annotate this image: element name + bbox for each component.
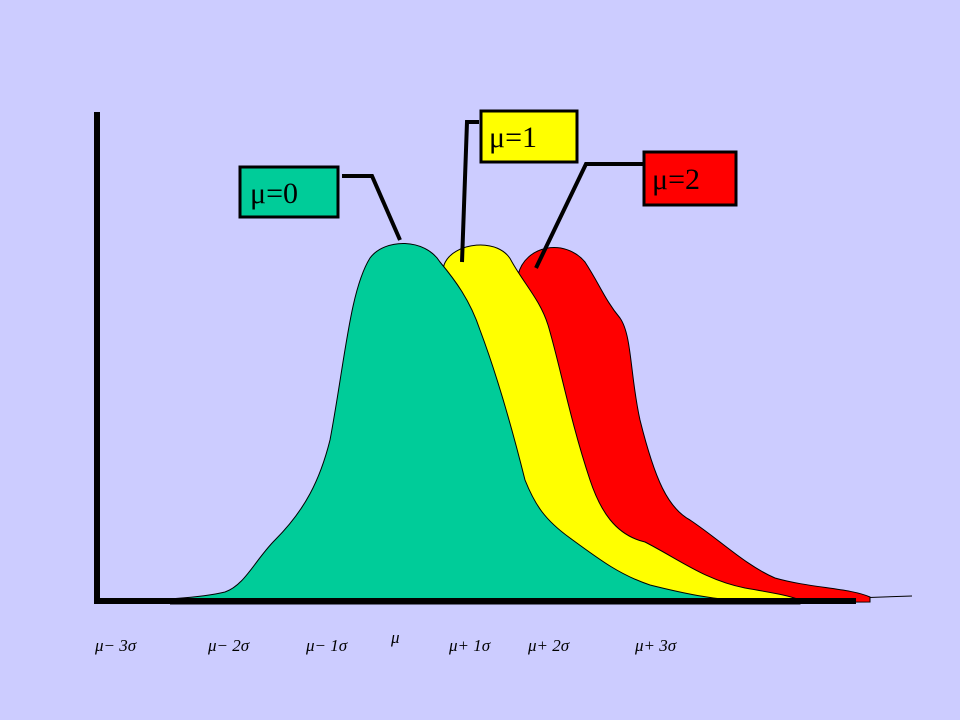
label-mu0: μ=0: [250, 177, 298, 210]
label-box-mu0: μ=0: [238, 165, 340, 219]
callout-line-mu0: [342, 174, 402, 241]
label-mu1: μ=1: [489, 121, 537, 154]
callout-line-mu1: [460, 120, 479, 263]
x-tick-label: μ− 3σ: [94, 636, 137, 655]
x-tick-label: μ+ 1σ: [448, 636, 491, 655]
x-tick-label: μ− 1σ: [305, 636, 348, 655]
x-tick-label: μ− 2σ: [207, 636, 250, 655]
callout-line-mu2: [534, 162, 644, 269]
label-box-mu1: μ=1: [479, 109, 579, 164]
label-box-mu2: μ=2: [642, 150, 738, 207]
curve-mu0: [99, 243, 731, 605]
x-tick-label: μ: [390, 628, 400, 647]
x-tick-label: μ+ 2σ: [527, 636, 570, 655]
x-tick-label: μ+ 3σ: [634, 636, 677, 655]
label-mu2: μ=2: [652, 163, 700, 196]
